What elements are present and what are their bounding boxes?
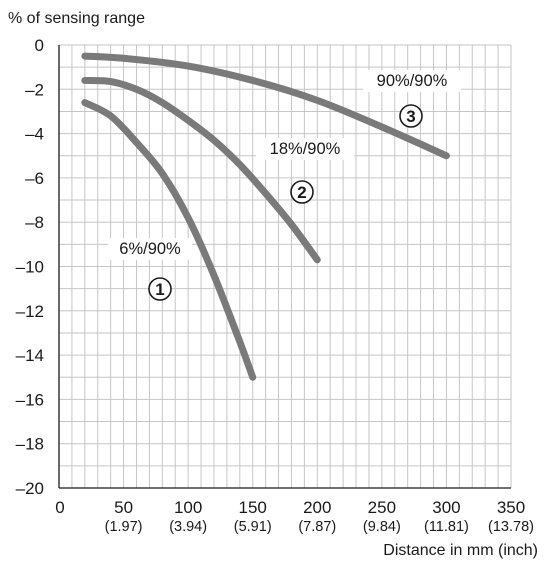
y-tick-label: –4 [25, 125, 44, 144]
series-marker-3: 3 [406, 107, 415, 126]
x-tick-label: 200 [303, 498, 331, 517]
curve-series-1 [81, 99, 257, 381]
annotations: 6%/90% 1 18%/90% 2 90%/90% 3 [108, 70, 461, 301]
x-axis-label: Distance in mm (inch) [383, 542, 538, 559]
x-tick-label: 100 [174, 498, 202, 517]
x-tick-label: 50 [114, 498, 133, 517]
series-marker-1: 1 [155, 280, 164, 299]
curves [81, 52, 450, 381]
series-marker-circle [148, 277, 172, 301]
y-tick-label: –8 [25, 213, 44, 232]
y-tick-label: –12 [16, 302, 44, 321]
x-tick-label: 150 [239, 498, 267, 517]
x-tick-sublabel: (13.78) [488, 519, 534, 535]
x-tick-labels: 0 50 (1.97) 100 (3.94) 150 (5.91) 200 (7.87) 250 (… [55, 498, 534, 535]
x-tick-sublabel: (5.91) [234, 519, 272, 535]
y-tick-label: –2 [25, 80, 44, 99]
x-tick-sublabel: (11.81) [424, 519, 469, 535]
x-tick-label: 250 [368, 498, 396, 517]
y-tick-label: –18 [16, 435, 44, 454]
x-tick-sublabel: (3.94) [169, 519, 207, 535]
grid-lines [58, 44, 512, 489]
series-marker-circle [290, 180, 314, 204]
x-tick-label: 350 [497, 498, 525, 517]
x-tick-sublabel: (9.84) [363, 519, 401, 535]
series-label-3: 90%/90% [377, 72, 448, 90]
y-axis-label: % of sensing range [8, 10, 145, 27]
series-label-background [108, 238, 192, 260]
series-label-background [256, 138, 354, 160]
series-label-1: 6%/90% [119, 240, 181, 258]
y-tick-label: –20 [16, 479, 44, 498]
x-tick-sublabel: (7.87) [298, 519, 336, 535]
y-tick-label: –14 [16, 346, 44, 365]
y-tick-label: –16 [16, 390, 44, 409]
x-tick-sublabel: (1.97) [105, 519, 143, 535]
x-tick-label: 0 [55, 498, 64, 517]
y-tick-labels: 0 –2 –4 –6 –8 –10 –12 –14 –16 –18 –20 [16, 36, 44, 498]
series-label-background [363, 70, 461, 92]
x-tick-label: 300 [432, 498, 460, 517]
series-marker-circle [399, 104, 423, 128]
curve-series-2 [81, 76, 321, 264]
curve-series-3 [81, 52, 450, 160]
y-tick-label: 0 [35, 36, 44, 55]
series-label-2: 18%/90% [270, 140, 341, 158]
y-tick-label: –6 [25, 169, 44, 188]
series-marker-2: 2 [297, 183, 306, 202]
y-tick-label: –10 [16, 258, 44, 277]
